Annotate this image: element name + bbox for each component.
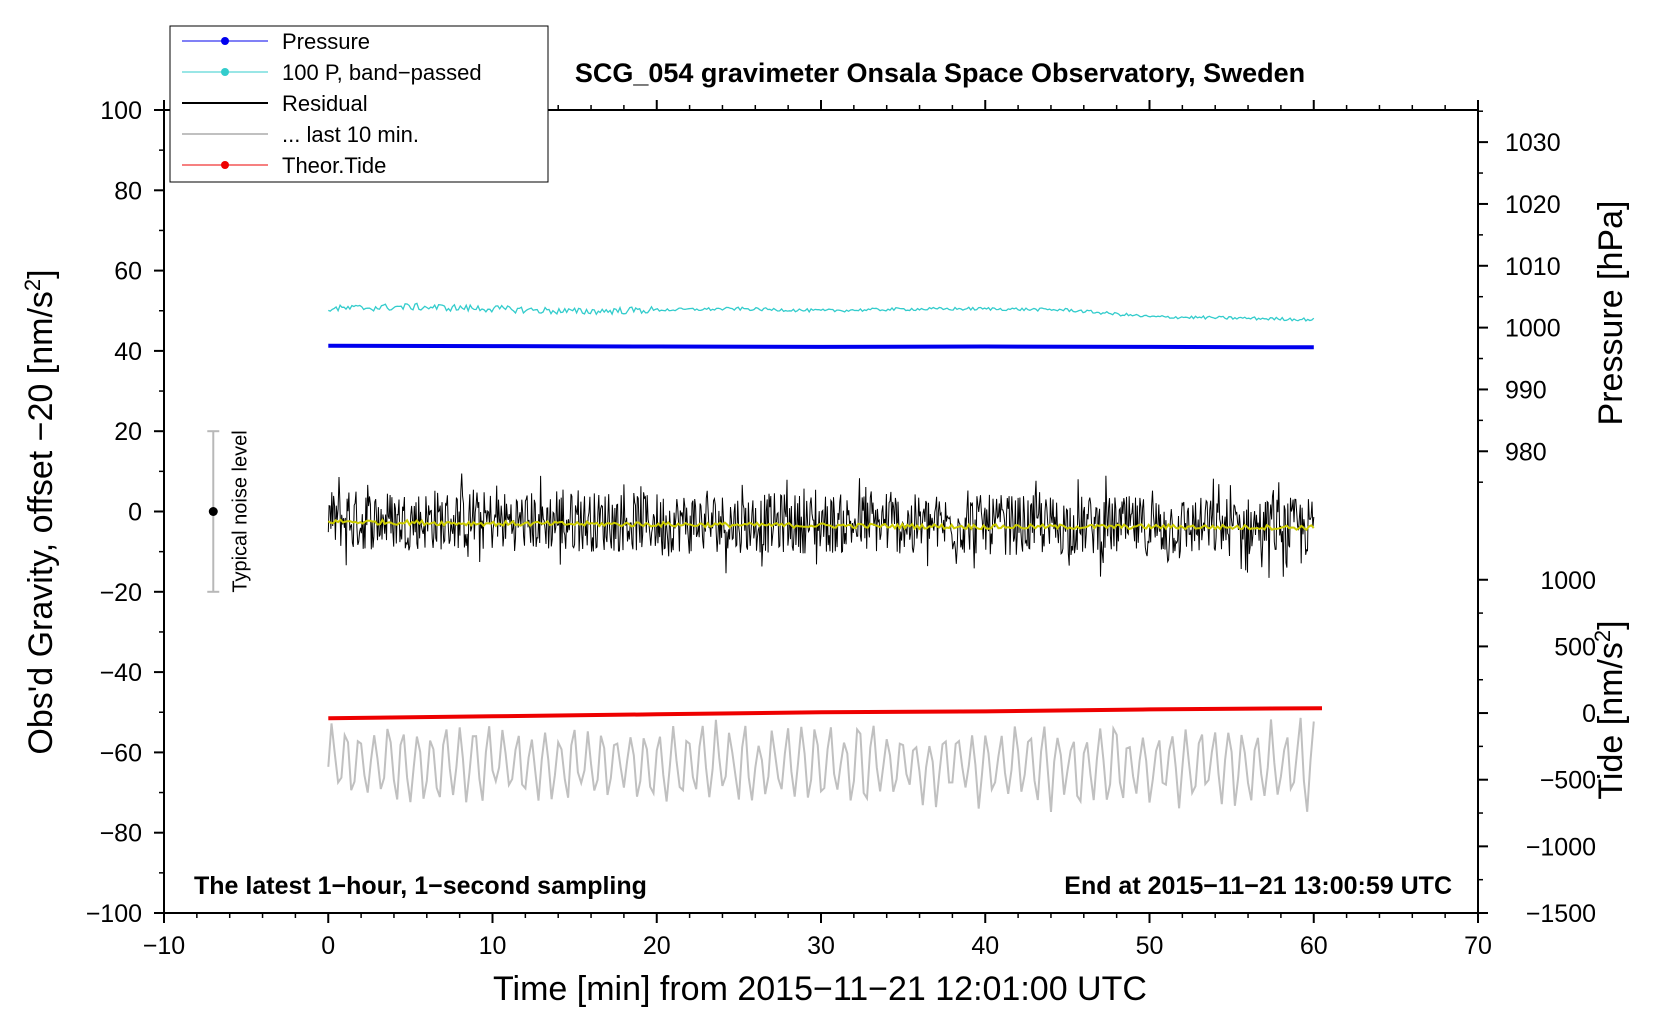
plot-area: Typical noise level: [207, 302, 1323, 812]
chart-title: SCG_054 gravimeter Onsala Space Observat…: [575, 58, 1305, 88]
legend-entry: ... last 10 min.: [182, 122, 419, 147]
y-tick-label: 0: [128, 499, 142, 527]
y-tick-label: 60: [114, 258, 142, 286]
tide-tick-label: 0: [1582, 700, 1596, 728]
legend-entry: Theor.Tide: [182, 153, 386, 178]
annotation-latest-hour: The latest 1−hour, 1−second sampling: [194, 872, 647, 900]
noise-bar-point: [208, 507, 218, 516]
tide-tick-label: −1000: [1526, 833, 1596, 861]
y-tick-label: 80: [114, 177, 142, 205]
y-axis-tide: −1500 −1000 −500 0 500 1000: [1478, 567, 1596, 928]
x-tick-label: 40: [971, 932, 999, 960]
x-axis: −10 0 10 20 30 40 50 60 70: [143, 100, 1492, 960]
y-tick-label: −40: [100, 659, 142, 687]
x-tick-label: 0: [321, 932, 335, 960]
y-tick-label: 100: [100, 97, 142, 125]
y-tick-label: −80: [100, 820, 142, 848]
series-pressure: [328, 343, 1314, 350]
tide-tick-label: −1500: [1526, 900, 1596, 928]
pressure-tick-label: 1030: [1505, 129, 1561, 157]
legend: Pressure 100 P, band−passed Residual ... la…: [169, 25, 549, 183]
series-band-passed-pressure: [328, 302, 1315, 322]
series-residual: [327, 473, 1315, 578]
x-tick-label: 60: [1300, 932, 1328, 960]
legend-label: Pressure: [282, 29, 370, 54]
y-axis-label-tide: Tide [nm/s2]: [1590, 620, 1630, 799]
y-tick-label: 40: [114, 338, 142, 366]
pressure-tick-label: 980: [1505, 438, 1547, 466]
x-tick-label: 20: [643, 932, 671, 960]
y-tick-label: −20: [100, 579, 142, 607]
y-axis-pressure: 980 990 1000 1010 1020 1030: [1478, 110, 1561, 483]
legend-label: Theor.Tide: [282, 153, 386, 178]
x-axis-label: Time [min] from 2015−11−21 12:01:00 UTC: [493, 970, 1147, 1008]
annotation-end-time: End at 2015−11−21 13:00:59 UTC: [1064, 872, 1452, 900]
tide-tick-label: −500: [1540, 767, 1596, 795]
x-tick-label: 70: [1464, 932, 1492, 960]
pressure-tick-label: 1020: [1505, 191, 1561, 219]
series-residual-smoothed: [327, 517, 1315, 532]
y-tick-label: −60: [100, 739, 142, 767]
x-tick-label: 50: [1136, 932, 1164, 960]
y-tick-label: 20: [114, 418, 142, 446]
pressure-tick-label: 1000: [1505, 315, 1561, 343]
x-tick-label: −10: [143, 932, 185, 960]
tide-tick-label: 500: [1554, 633, 1596, 661]
legend-label: ... last 10 min.: [282, 122, 419, 147]
legend-marker: [221, 68, 229, 76]
legend-entry: Residual: [182, 91, 368, 116]
series-theoretical-tide: [328, 706, 1323, 721]
y-axis-label-gravity: Obs'd Gravity, offset −20 [nm/s2]: [20, 269, 60, 754]
legend-label: 100 P, band−passed: [282, 60, 482, 85]
x-tick-label: 10: [479, 932, 507, 960]
pressure-tick-label: 1010: [1505, 253, 1561, 281]
noise-bar-label: Typical noise level: [229, 430, 251, 592]
legend-marker: [221, 37, 229, 45]
y-axis-label-pressure: Pressure [hPa]: [1592, 201, 1630, 426]
noise-level-indicator: Typical noise level: [207, 430, 251, 593]
legend-entry: 100 P, band−passed: [182, 60, 482, 85]
legend-label: Residual: [282, 91, 368, 116]
pressure-tick-label: 990: [1505, 376, 1547, 404]
tide-tick-label: 1000: [1540, 567, 1596, 595]
series-last-10-min: [327, 717, 1315, 812]
y-axis-gravity: −100 −80 −60 −40 −20 0 20 40 60 80 100: [86, 97, 164, 928]
x-tick-label: 30: [807, 932, 835, 960]
legend-entry: Pressure: [182, 29, 370, 54]
legend-marker: [221, 161, 229, 169]
y-tick-label: −100: [86, 900, 142, 928]
